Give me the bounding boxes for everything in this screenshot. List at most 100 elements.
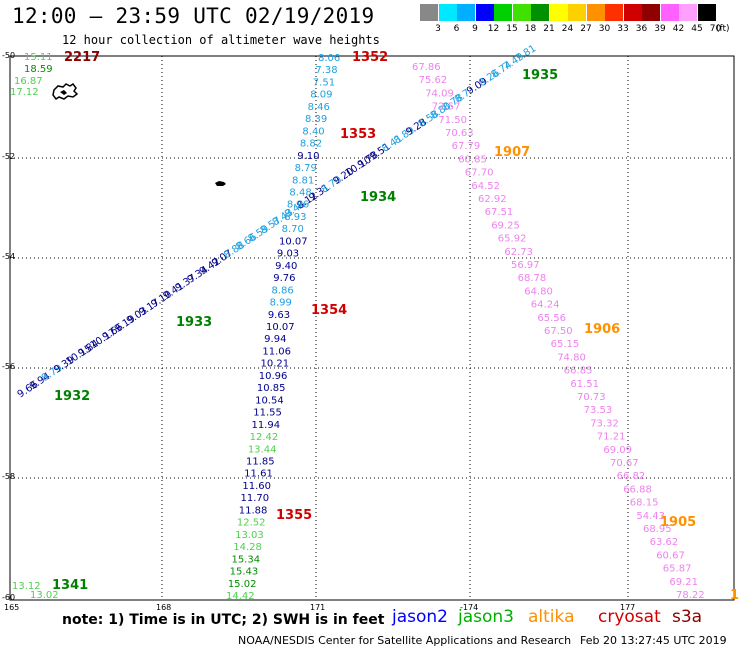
wave-height-value: 15.11 (24, 52, 53, 63)
wave-height-value: 15.34 (231, 554, 260, 565)
wave-height-value: 10.85 (257, 383, 286, 394)
wave-height-value: 11.06 (262, 346, 291, 357)
wave-height-value: 13.03 (235, 530, 264, 541)
wave-height-value: 54.43 (636, 511, 665, 522)
legend-tick-label: 45 (691, 24, 703, 34)
small-island-icon (215, 181, 226, 186)
legend-swatch (438, 4, 457, 21)
pass-time-label: 1355 (276, 508, 312, 523)
pass-time-label: 1907 (494, 145, 530, 160)
pass-time-label: 1905 (660, 515, 696, 530)
wave-height-value: 8.99 (270, 298, 292, 309)
wave-height-value: 11.94 (251, 420, 280, 431)
wave-height-value: 68.78 (518, 273, 547, 284)
sat-altika-label: altika (528, 607, 575, 627)
wave-height-value: 11.60 (242, 481, 271, 492)
wave-height-value: 64.24 (531, 300, 560, 311)
pass-time-label: 1 (730, 588, 739, 603)
wave-height-value: 64.52 (471, 181, 500, 192)
wave-height-value: 75.62 (419, 75, 448, 86)
wave-height-value: 9.03 (277, 249, 299, 260)
legend-swatch (679, 4, 697, 21)
wave-height-value: 14.42 (226, 591, 255, 602)
wave-height-value: 61.51 (570, 379, 599, 390)
wave-height-value: 9.10 (297, 151, 319, 162)
legend-tick-label: 9 (472, 24, 478, 34)
legend-swatch (568, 4, 586, 21)
legend-tick-label: 33 (617, 24, 629, 34)
legend-tick-label: 3 (435, 24, 441, 34)
campbell-island-icon (52, 82, 79, 101)
wave-height-value: 8.39 (305, 114, 327, 125)
pass-time-label: 1933 (176, 315, 212, 330)
wave-height-value: 62.92 (478, 194, 507, 205)
wave-height-value: 11.70 (241, 493, 270, 504)
color-scale-legend: 3 6 9 12 15 18 21 24 27 30 33 36 39 42 45 70 (ft) (420, 4, 733, 36)
wave-height-value: 66.85 (564, 366, 593, 377)
wave-height-value: 8.79 (295, 163, 317, 174)
wave-height-value: 67.86 (412, 62, 441, 73)
wave-height-value: 56.97 (511, 260, 540, 271)
pass-time-label: 1932 (54, 389, 90, 404)
wave-height-value: 68.95 (643, 524, 672, 535)
sat-s3a-label: s3a (672, 607, 703, 627)
wave-height-value: 10.07 (266, 322, 295, 333)
legend-unit: (ft) (716, 24, 730, 34)
legend-swatch (475, 4, 494, 21)
wave-height-value: 74.80 (557, 352, 586, 363)
latitude-label: -50 (2, 51, 15, 60)
page-subtitle: 12 hour collection of altimeter wave hei… (62, 33, 380, 47)
wave-height-value: 72.57 (432, 102, 461, 113)
wave-height-value: 8.86 (271, 285, 293, 296)
wave-height-value: 69.25 (491, 220, 520, 231)
legend-swatch (697, 4, 716, 21)
grid-lines (10, 56, 734, 600)
legend-tick-label: 30 (598, 24, 611, 34)
longitude-label: 168 (156, 603, 171, 612)
wave-height-value: 65.87 (663, 564, 692, 575)
wave-height-value: 73.32 (590, 418, 619, 429)
wave-height-value: 7.38 (315, 65, 337, 76)
wave-height-value: 8.48 (289, 188, 311, 199)
legend-tick-label: 6 (453, 24, 460, 34)
wave-height-value: 9.40 (275, 261, 297, 272)
wave-height-value: 17.12 (10, 87, 39, 98)
wave-height-value: 8.96 (287, 200, 309, 211)
latitude-label: -52 (2, 152, 15, 161)
wave-height-value: 69.09 (603, 445, 632, 456)
wave-height-value: 70.63 (445, 128, 474, 139)
legend-swatch (605, 4, 623, 21)
legend-tick-label: 27 (580, 24, 592, 34)
pass-time-label: 1352 (352, 50, 388, 65)
pass-time-label: 1934 (360, 190, 396, 205)
wave-height-value: 13.44 (248, 444, 277, 455)
legend-swatch (494, 4, 512, 21)
wave-height-value: 69.21 (669, 577, 698, 588)
wave-height-value: 67.50 (544, 326, 573, 337)
wave-height-value: 70.67 (610, 458, 639, 469)
wave-height-value: 12.52 (237, 518, 266, 529)
legend-swatch (420, 4, 438, 21)
wave-height-value: 8.06 (318, 53, 340, 64)
wave-height-value: 12.42 (250, 432, 279, 443)
pass-time-label: 1906 (584, 322, 620, 337)
wave-height-value: 8.93 (284, 212, 306, 223)
latitude-label: -58 (2, 472, 15, 481)
wave-height-value: 71.50 (438, 115, 467, 126)
wave-height-value: 11.88 (239, 505, 268, 516)
wave-height-value: 8.70 (282, 224, 304, 235)
legend-tick-label: 18 (524, 24, 537, 34)
legend-tick-label: 24 (561, 24, 574, 34)
wave-height-value: 8.82 (300, 139, 322, 150)
wave-height-value: 9.63 (268, 310, 290, 321)
wave-height-value: 10.07 (279, 236, 308, 247)
wave-height-value: 7.51 (313, 77, 335, 88)
wave-height-value: 11.55 (253, 408, 282, 419)
wave-height-value: 11.61 (244, 469, 273, 480)
longitude-label: 171 (310, 603, 325, 612)
pass-time-label: 1341 (52, 578, 88, 593)
wave-height-value: 10.54 (255, 395, 284, 406)
